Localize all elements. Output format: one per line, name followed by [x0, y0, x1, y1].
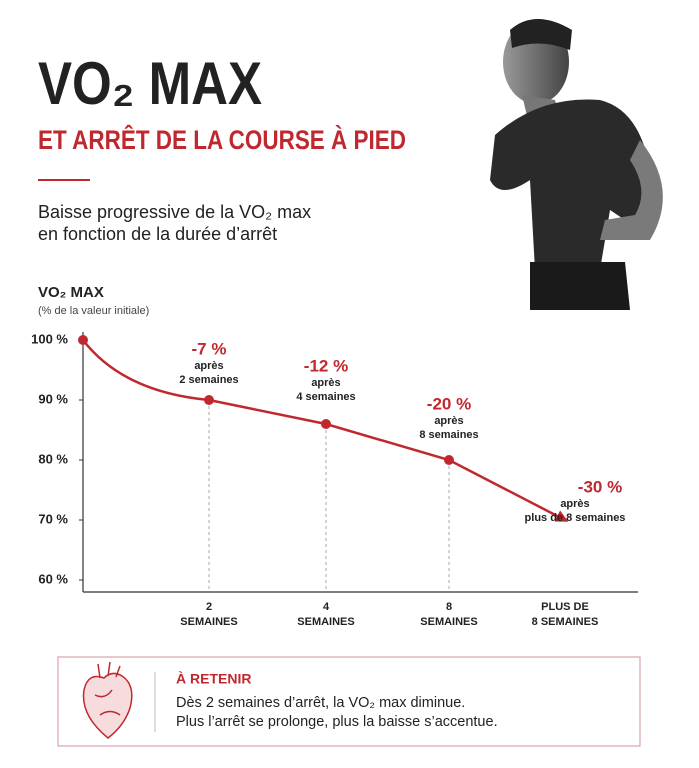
annotation-note: 2 semaines [179, 374, 238, 386]
plot: 100 % 90 % 80 % 70 % 60 % 2 SEMAINES 4 SEMAINES 8… [31, 331, 638, 628]
x-tick-label: SEMAINES [297, 616, 354, 628]
y-tick-label: 60 % [38, 571, 68, 586]
heart-icon [82, 661, 133, 739]
point [444, 455, 454, 465]
takeaway-box [57, 656, 641, 747]
annotation-change: -30 % [578, 477, 622, 496]
annotation-note: 4 semaines [296, 391, 355, 403]
x-tick-label: 8 [446, 601, 452, 613]
annotation-note: après [194, 360, 223, 372]
annotation-note: après [560, 498, 589, 510]
y-tick-label: 100 % [31, 331, 68, 346]
description: en fonction de la durée d’arrêt [38, 224, 277, 244]
point [78, 335, 88, 345]
point [321, 419, 331, 429]
y-axis-title: VO₂ MAX [38, 284, 104, 301]
x-tick-label: 4 [323, 601, 330, 613]
runner-photo [490, 19, 663, 310]
annotation-note: plus de 8 semaines [525, 512, 626, 524]
title: VO₂ MAX [38, 50, 262, 117]
y-tick-label: 80 % [38, 451, 68, 466]
annotation-note: après [434, 415, 463, 427]
description: Baisse progressive de la VO₂ max [38, 202, 311, 222]
y-tick-label: 90 % [38, 391, 68, 406]
annotation-change: -12 % [304, 356, 348, 375]
annotation-note: après [311, 377, 340, 389]
x-tick-label: 8 SEMAINES [532, 616, 599, 628]
y-axis-note: (% de la valeur initiale) [38, 305, 149, 317]
takeaway-heading: À RETENIR [176, 671, 251, 687]
x-tick-label: PLUS DE [541, 601, 589, 613]
takeaway-line: Plus l’arrêt se prolonge, plus la baisse… [176, 714, 498, 730]
x-tick-label: 2 [206, 601, 212, 613]
point [204, 395, 214, 405]
annotation-change: -20 % [427, 394, 471, 413]
annotation-note: 8 semaines [419, 429, 478, 441]
subtitle: ET ARRÊT DE LA COURSE À PIED [38, 124, 406, 155]
x-tick-label: SEMAINES [420, 616, 477, 628]
annotation-change: -7 % [192, 339, 227, 358]
takeaway-line: Dès 2 semaines d’arrêt, la VO₂ max dimin… [176, 695, 465, 711]
y-tick-label: 70 % [38, 511, 68, 526]
x-tick-label: SEMAINES [180, 616, 237, 628]
